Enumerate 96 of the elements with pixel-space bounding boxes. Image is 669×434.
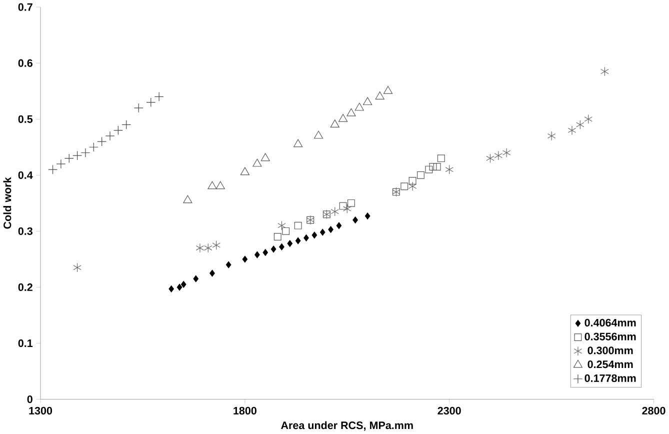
y-tick-label: 0.7 [18, 3, 32, 11]
point [146, 98, 156, 108]
legend-label: 0.254mm [588, 360, 633, 368]
point [417, 171, 424, 179]
point [363, 97, 372, 106]
point [260, 153, 270, 162]
point [216, 181, 225, 190]
x-tick-label: 2300 [438, 406, 461, 415]
point [312, 232, 318, 239]
point [600, 66, 609, 76]
point [210, 270, 215, 277]
x-tick-label: 2800 [642, 406, 666, 415]
legend-label: 0.4064mm [584, 318, 636, 326]
y-axis-title: Cold work [3, 177, 12, 229]
point [547, 131, 556, 141]
point [330, 120, 340, 128]
point [278, 220, 286, 230]
point [73, 262, 82, 272]
point [180, 280, 186, 288]
point [375, 92, 384, 100]
point [134, 103, 144, 113]
point [262, 249, 268, 256]
point [168, 285, 174, 292]
y-tick-label: 0.4 [18, 171, 33, 179]
point [48, 164, 58, 174]
point [208, 181, 217, 190]
point [212, 240, 220, 250]
point [294, 139, 303, 148]
point [352, 216, 358, 224]
point [486, 154, 494, 164]
point [408, 177, 416, 184]
point [282, 227, 290, 235]
point [576, 120, 584, 130]
point [346, 108, 356, 116]
point [113, 126, 123, 136]
point [445, 164, 454, 174]
point [425, 166, 433, 174]
point [494, 150, 503, 160]
y-tick-label: 0.5 [18, 115, 33, 123]
point [204, 243, 212, 253]
point [254, 251, 260, 258]
point [226, 261, 232, 268]
point [196, 243, 204, 253]
legend-label: 0.1778mm [584, 374, 636, 382]
point [287, 240, 293, 247]
point [328, 226, 334, 233]
point [502, 148, 511, 158]
legend-label: 0.3556mm [584, 332, 636, 340]
x-tick-label: 1300 [29, 406, 52, 415]
point [433, 163, 441, 170]
point [336, 222, 342, 229]
y-tick-label: 0.2 [18, 283, 32, 292]
y-tick-label: 0.1 [18, 339, 33, 348]
point [80, 148, 90, 158]
point [97, 136, 107, 146]
point [56, 159, 66, 169]
point [383, 86, 393, 94]
x-axis-title: Area under RCS, MPa.mm [280, 421, 413, 431]
point [568, 126, 576, 136]
point [72, 150, 82, 160]
y-tick-label: 0.3 [18, 227, 32, 235]
y-tick-label: 0.6 [18, 59, 32, 67]
point [330, 206, 339, 216]
point [176, 284, 182, 291]
point [64, 154, 74, 164]
point [274, 233, 282, 241]
point [252, 158, 262, 167]
point [88, 142, 98, 152]
point [338, 114, 348, 122]
point [294, 222, 302, 230]
point [584, 114, 592, 124]
point [343, 204, 352, 214]
point [437, 154, 445, 162]
point [270, 246, 276, 253]
point [314, 130, 324, 139]
legend-label: 0.300mm [588, 346, 633, 354]
point [408, 182, 417, 192]
point [400, 182, 408, 190]
point [154, 92, 164, 102]
point [354, 102, 364, 111]
point [320, 228, 326, 236]
point [240, 167, 250, 176]
point [304, 234, 309, 242]
point [364, 212, 370, 220]
point [279, 243, 284, 250]
y-tick-label: 0 [27, 395, 32, 404]
point [242, 256, 248, 263]
point [348, 199, 355, 207]
point [295, 237, 301, 244]
point [105, 131, 115, 141]
point [429, 163, 437, 170]
point [183, 195, 192, 204]
point [122, 120, 132, 130]
point [193, 275, 199, 282]
point [339, 202, 347, 210]
x-tick-label: 1800 [234, 406, 256, 415]
